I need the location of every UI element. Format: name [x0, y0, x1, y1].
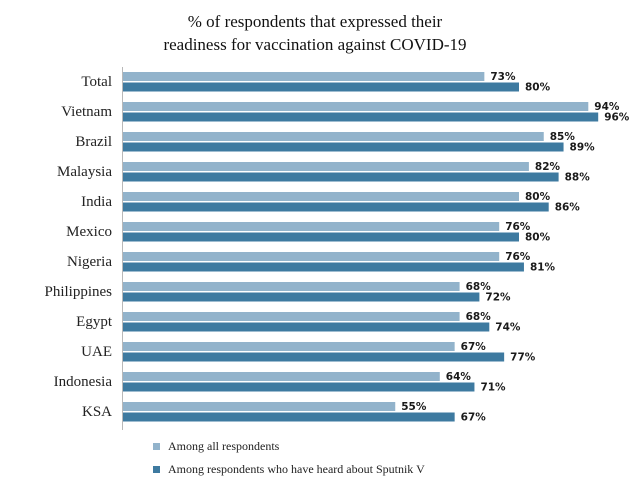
value-label: 67%: [461, 412, 487, 424]
value-label: 85%: [550, 131, 576, 143]
bar-heard-sputnik: [123, 232, 519, 242]
bar-all-respondents: [123, 162, 529, 171]
value-label: 76%: [505, 251, 531, 263]
value-label: 96%: [604, 112, 630, 124]
value-label: 55%: [401, 401, 427, 413]
bar-all-respondents: [123, 282, 460, 291]
value-label: 71%: [480, 382, 506, 394]
value-labels: 73%80%94%96%85%89%82%88%80%86%76%80%76%8…: [401, 71, 630, 424]
value-label: 80%: [525, 191, 551, 203]
bar-all-respondents: [123, 102, 589, 111]
value-label: 81%: [530, 262, 556, 274]
bar-all-respondents: [123, 222, 500, 231]
value-label: 80%: [525, 232, 551, 244]
bar-heard-sputnik: [123, 202, 549, 212]
category-label: Brazil: [75, 134, 112, 150]
legend-swatch: [153, 466, 160, 473]
value-label: 68%: [466, 281, 492, 293]
legend: Among all respondents Among respondents w…: [153, 439, 425, 476]
value-label: 67%: [461, 341, 487, 353]
value-label: 64%: [446, 371, 472, 383]
category-label: Malaysia: [57, 164, 112, 180]
bar-heard-sputnik: [123, 292, 480, 302]
category-label: India: [81, 194, 112, 210]
legend-label: Among respondents who have heard about S…: [168, 462, 425, 476]
bar-heard-sputnik: [123, 112, 599, 122]
bar-heard-sputnik: [123, 412, 455, 422]
bar-heard-sputnik: [123, 142, 564, 152]
value-label: 68%: [466, 311, 492, 323]
value-label: 77%: [510, 352, 536, 364]
value-label: 82%: [535, 161, 561, 173]
bar-all-respondents: [123, 402, 396, 411]
chart-title-line-2: readiness for vaccination against COVID-…: [163, 35, 466, 54]
legend-label: Among all respondents: [168, 439, 280, 453]
category-label: Egypt: [76, 314, 113, 330]
bar-heard-sputnik: [123, 82, 519, 92]
bar-heard-sputnik: [123, 262, 524, 272]
value-label: 80%: [525, 82, 551, 94]
value-label: 76%: [505, 221, 531, 233]
bar-heard-sputnik: [123, 322, 490, 332]
value-label: 89%: [570, 142, 596, 154]
value-label: 72%: [485, 292, 511, 304]
category-label: Indonesia: [54, 374, 113, 390]
bar-all-respondents: [123, 72, 485, 81]
legend-swatch: [153, 443, 160, 450]
category-label: Mexico: [66, 224, 112, 240]
category-label: UAE: [81, 344, 112, 360]
bar-heard-sputnik: [123, 382, 475, 392]
bar-all-respondents: [123, 372, 440, 381]
value-label: 73%: [490, 71, 516, 83]
bar-all-respondents: [123, 252, 500, 261]
category-label: Philippines: [44, 284, 112, 300]
category-label: Total: [81, 74, 112, 90]
value-label: 88%: [565, 172, 591, 184]
bar-heard-sputnik: [123, 172, 559, 182]
chart-title-line-1: % of respondents that expressed their: [188, 12, 443, 31]
value-label: 86%: [555, 202, 581, 214]
value-label: 94%: [594, 101, 620, 113]
category-label: KSA: [82, 404, 112, 420]
bar-all-respondents: [123, 312, 460, 321]
bar-all-respondents: [123, 342, 455, 351]
category-label: Nigeria: [67, 254, 112, 270]
category-labels: Total Vietnam Brazil Malaysia India Mexico Nig…: [44, 74, 112, 420]
bars: [123, 72, 599, 422]
bar-heard-sputnik: [123, 352, 505, 362]
bar-all-respondents: [123, 132, 544, 141]
bar-all-respondents: [123, 192, 519, 201]
value-label: 74%: [495, 322, 521, 334]
category-label: Vietnam: [61, 104, 112, 120]
